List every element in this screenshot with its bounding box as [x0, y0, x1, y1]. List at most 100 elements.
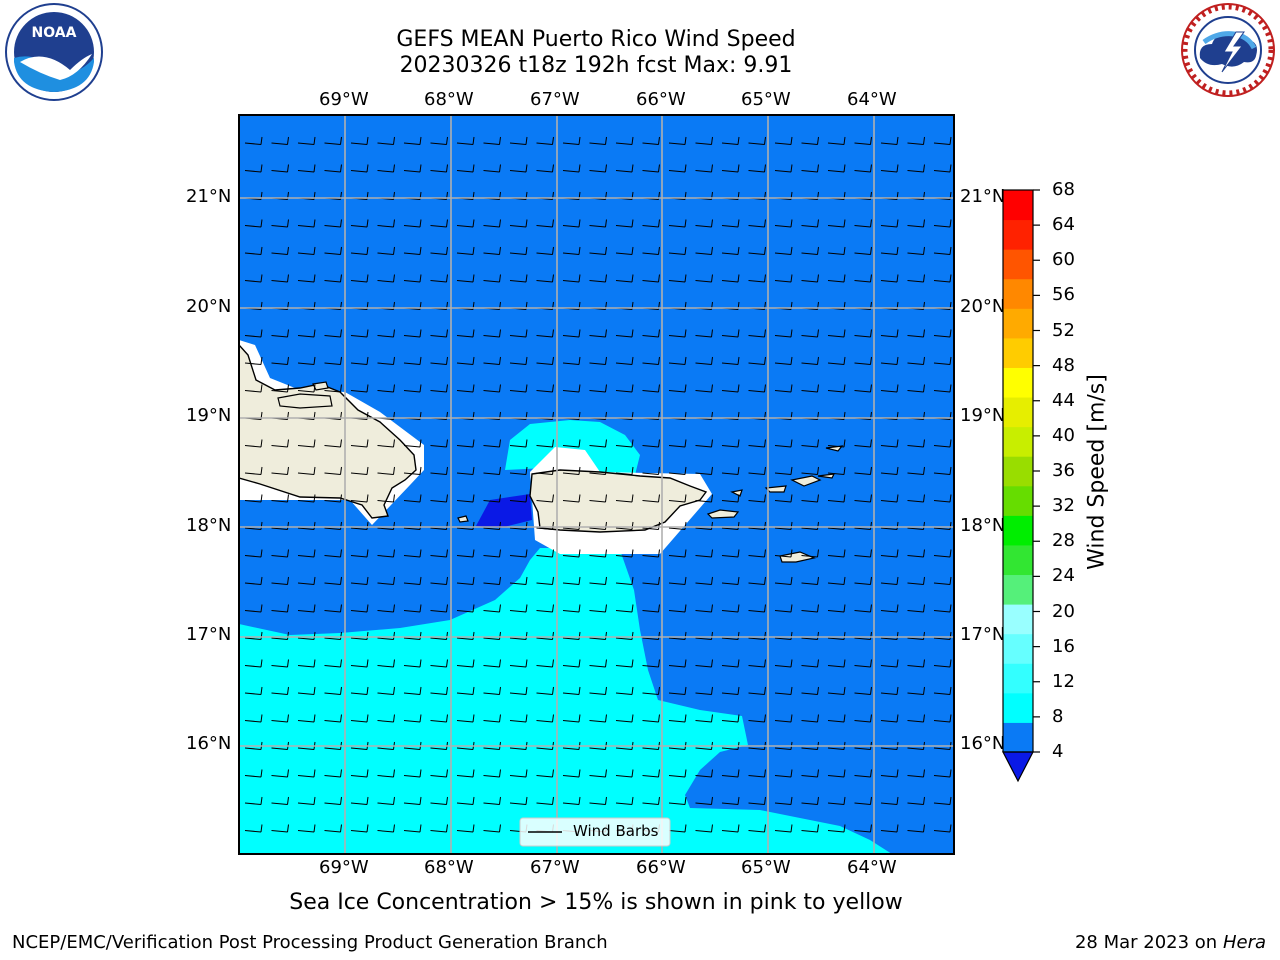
- lon-label-top: 65°W: [741, 89, 791, 110]
- wind-barb: [430, 384, 448, 393]
- wind-barb: [907, 521, 925, 530]
- wind-barb: [642, 576, 660, 585]
- wind-barb: [403, 659, 422, 668]
- wind-barb: [430, 329, 448, 338]
- wind-barb: [271, 356, 289, 365]
- wind-barb: [403, 439, 422, 448]
- colorbar-segment: [1003, 515, 1033, 546]
- wind-barb: [827, 274, 846, 283]
- wind-barb: [562, 769, 581, 778]
- wind-barb: [430, 631, 448, 640]
- wind-barb: [562, 631, 581, 640]
- wind-barb: [562, 219, 581, 228]
- wind-barb: [907, 796, 925, 805]
- wind-barb: [456, 796, 475, 805]
- colorbar-tick-label: 12: [1052, 670, 1075, 692]
- wind-barb: [403, 714, 422, 723]
- lon-label-bottom: 67°W: [530, 857, 580, 878]
- wind-barb: [271, 219, 289, 228]
- wind-barb: [430, 549, 448, 558]
- wind-barb: [536, 796, 554, 805]
- wind-barb: [244, 136, 263, 145]
- wind-barb: [562, 246, 581, 255]
- wind-barb: [668, 714, 687, 723]
- wind-barbs-legend: [519, 817, 671, 847]
- wind-barb: [854, 164, 872, 173]
- wind-barb: [562, 356, 581, 365]
- lon-label-bottom: 69°W: [319, 857, 369, 878]
- wind-barb: [271, 274, 289, 283]
- wind-barb: [668, 659, 687, 668]
- wind-barb: [377, 466, 395, 475]
- wind-barb: [271, 521, 289, 530]
- wind-barb: [774, 549, 793, 558]
- wind-barb: [456, 384, 475, 393]
- wind-barb: [907, 576, 925, 585]
- wind-barb: [748, 164, 766, 173]
- wind-barb: [748, 824, 766, 833]
- wind-barb: [827, 439, 846, 448]
- wind-barb: [456, 659, 475, 668]
- wind-barb: [615, 329, 634, 338]
- wind-barb: [589, 604, 607, 613]
- wind-barb: [748, 136, 766, 145]
- wind-barb: [695, 659, 713, 668]
- wind-barb: [589, 466, 607, 475]
- wind-barb: [933, 686, 952, 695]
- wind-barb: [244, 521, 263, 530]
- wind-barb: [297, 466, 316, 475]
- wind-barb: [589, 521, 607, 530]
- wind-barb: [880, 576, 899, 585]
- wind-barb: [801, 384, 819, 393]
- wind-barb: [880, 136, 899, 145]
- wind-barb: [774, 136, 793, 145]
- wind-barb: [350, 439, 369, 448]
- wind-barb: [483, 246, 501, 255]
- wind-barb: [642, 439, 660, 448]
- national-weather-service-logo: [1181, 3, 1275, 97]
- wind-barb: [483, 439, 501, 448]
- wind-barb: [350, 769, 369, 778]
- wind-barb: [297, 494, 316, 503]
- wind-barb: [933, 274, 952, 283]
- wind-barb: [854, 329, 872, 338]
- wind-barb: [695, 384, 713, 393]
- wind-barb: [854, 384, 872, 393]
- wind-barb: [827, 796, 846, 805]
- wind-barb: [642, 164, 660, 173]
- wind-barb: [801, 796, 819, 805]
- wind-barb: [297, 246, 316, 255]
- wind-barb: [536, 769, 554, 778]
- footer-machine: Hera: [1222, 932, 1266, 953]
- colorbar-segment: [1003, 308, 1033, 339]
- wind-barb: [324, 659, 342, 668]
- wind-barb: [536, 466, 554, 475]
- wind-barb: [668, 796, 687, 805]
- wind-barb: [642, 631, 660, 640]
- wind-barb: [509, 274, 528, 283]
- colorbar-tick-label: 8: [1052, 705, 1064, 727]
- wind-barb: [721, 219, 740, 228]
- chart-subtitle: 20230326 t18z 192h fcst Max: 9.91: [399, 53, 793, 78]
- wind-barb: [668, 686, 687, 695]
- wind-barb: [562, 329, 581, 338]
- colorbar-tick-label: 24: [1052, 565, 1075, 587]
- wind-barb: [430, 686, 448, 695]
- wind-barb: [827, 466, 846, 475]
- wind-barb: [668, 329, 687, 338]
- wind-barb: [297, 604, 316, 613]
- wind-barb: [589, 164, 607, 173]
- wind-barb: [615, 769, 634, 778]
- wind-barb: [854, 439, 872, 448]
- wind-barb: [297, 274, 316, 283]
- wind-barb: [827, 246, 846, 255]
- wind-barb: [615, 356, 634, 365]
- footer-branch: NCEP/EMC/Verification Post Processing Pr…: [12, 932, 608, 953]
- wind-barb: [642, 686, 660, 695]
- wind-barb: [933, 521, 952, 530]
- wind-barb: [509, 769, 528, 778]
- wind-barb: [907, 136, 925, 145]
- wind-barb: [403, 686, 422, 695]
- wind-barb: [774, 494, 793, 503]
- wind-barb: [933, 824, 952, 833]
